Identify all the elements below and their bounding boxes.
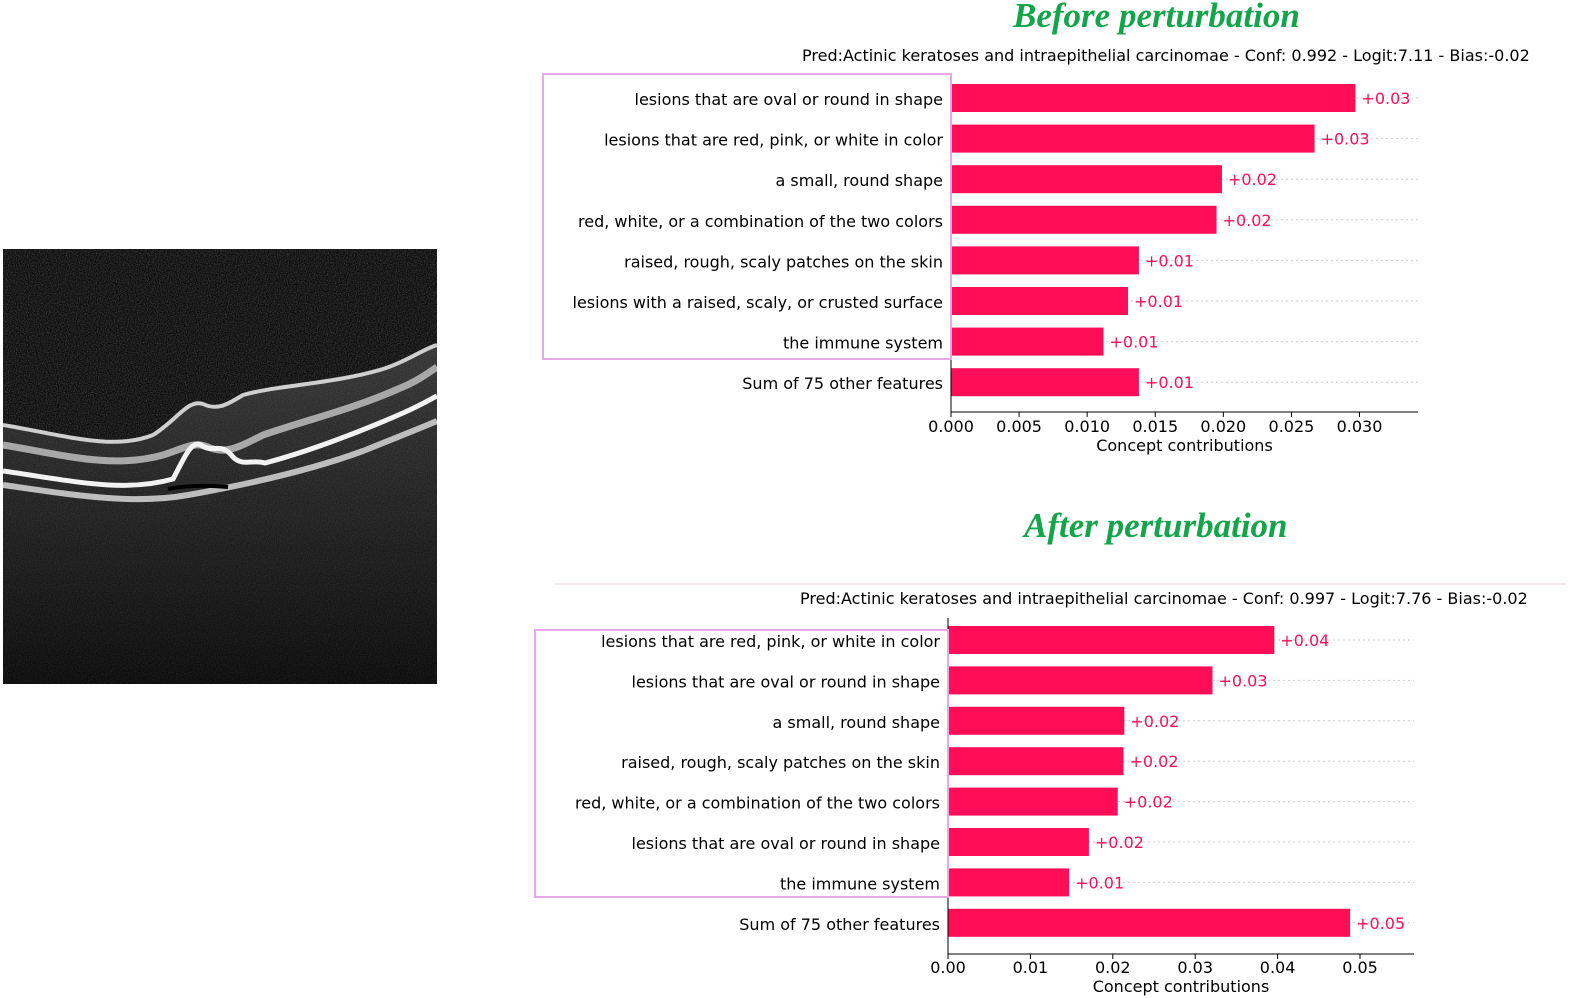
after-highlight-box [534, 629, 949, 898]
before-bar [951, 287, 1129, 315]
before-category-label: lesions that are red, pink, or white in … [604, 131, 943, 150]
before-x-tick-label: 0.010 [1064, 417, 1110, 436]
after-bar-value-label: +0.04 [1280, 631, 1329, 650]
after-x-axis-label: Concept contributions [1093, 977, 1270, 996]
before-bar-value-label: +0.01 [1145, 373, 1194, 392]
after-prediction-text: Pred:Actinic keratoses and intraepitheli… [800, 589, 1528, 608]
before-x-tick-label: 0.015 [1132, 417, 1178, 436]
before-bar [951, 246, 1139, 275]
after-category-label: raised, rough, scaly patches on the skin [621, 753, 940, 772]
before-category-label: lesions with a raised, scaly, or crusted… [573, 293, 944, 312]
after-x-tick-label: 0.02 [1095, 958, 1131, 977]
before-bar [951, 327, 1104, 356]
before-x-tick-label: 0.030 [1337, 417, 1383, 436]
after-category-label: lesions that are red, pink, or white in … [601, 632, 940, 651]
after-bar [948, 626, 1275, 654]
after-category-label: Sum of 75 other features [739, 915, 940, 934]
after-category-label: red, white, or a combination of the two … [575, 794, 940, 813]
before-bar-value-label: +0.01 [1110, 333, 1159, 352]
before-x-tick-label: 0.005 [996, 417, 1042, 436]
before-bar-value-label: +0.03 [1361, 89, 1410, 108]
before-bar-value-label: +0.03 [1321, 130, 1370, 149]
after-bar [948, 747, 1124, 776]
after-category-label: the immune system [780, 874, 940, 893]
before-bar [951, 368, 1139, 397]
after-x-tick-label: 0.05 [1342, 958, 1378, 977]
before-bar [951, 165, 1222, 194]
before-category-label: the immune system [783, 334, 943, 353]
before-x-tick-label: 0.020 [1200, 417, 1246, 436]
after-category-label: a small, round shape [773, 713, 941, 732]
after-bar-value-label: +0.02 [1095, 833, 1144, 852]
after-category-label: lesions that are oval or round in shape [632, 834, 941, 853]
after-bar [948, 908, 1351, 937]
after-bar [948, 787, 1118, 816]
before-bar-value-label: +0.02 [1228, 170, 1277, 189]
before-category-label: lesions that are oval or round in shape [635, 90, 944, 109]
after-bar-value-label: +0.03 [1219, 671, 1268, 690]
after-bar-value-label: +0.02 [1130, 712, 1179, 731]
before-bar [951, 205, 1217, 234]
before-category-label: red, white, or a combination of the two … [578, 212, 943, 231]
after-x-tick-label: 0.04 [1260, 958, 1296, 977]
before-bar [951, 84, 1356, 112]
before-bar-value-label: +0.01 [1145, 251, 1194, 270]
after-bar [948, 706, 1125, 735]
before-x-tick-label: 0.000 [928, 417, 974, 436]
after-bar-value-label: +0.02 [1124, 793, 1173, 812]
after-category-label: lesions that are oval or round in shape [632, 672, 941, 691]
after-bar [948, 868, 1070, 897]
before-heading: Before perturbation [1013, 0, 1300, 35]
oct-scan-image [3, 249, 437, 684]
after-bar-value-label: +0.05 [1356, 914, 1405, 933]
after-x-tick-label: 0.00 [930, 958, 966, 977]
before-category-label: raised, rough, scaly patches on the skin [624, 252, 943, 271]
before-highlight-box [542, 73, 952, 360]
after-bar [948, 666, 1213, 695]
after-bar [948, 828, 1089, 856]
before-category-label: Sum of 75 other features [742, 374, 943, 393]
before-bar-value-label: +0.01 [1134, 292, 1183, 311]
after-bar-value-label: +0.01 [1075, 873, 1124, 892]
after-bar-value-label: +0.02 [1130, 752, 1179, 771]
before-x-tick-label: 0.025 [1269, 417, 1315, 436]
before-category-label: a small, round shape [776, 171, 944, 190]
before-prediction-text: Pred:Actinic keratoses and intraepitheli… [802, 46, 1530, 65]
before-x-axis-label: Concept contributions [1096, 436, 1273, 455]
after-x-tick-label: 0.03 [1177, 958, 1213, 977]
after-heading: After perturbation [1024, 506, 1288, 545]
before-bar-value-label: +0.02 [1223, 211, 1272, 230]
before-bar [951, 124, 1315, 153]
after-x-tick-label: 0.01 [1013, 958, 1049, 977]
